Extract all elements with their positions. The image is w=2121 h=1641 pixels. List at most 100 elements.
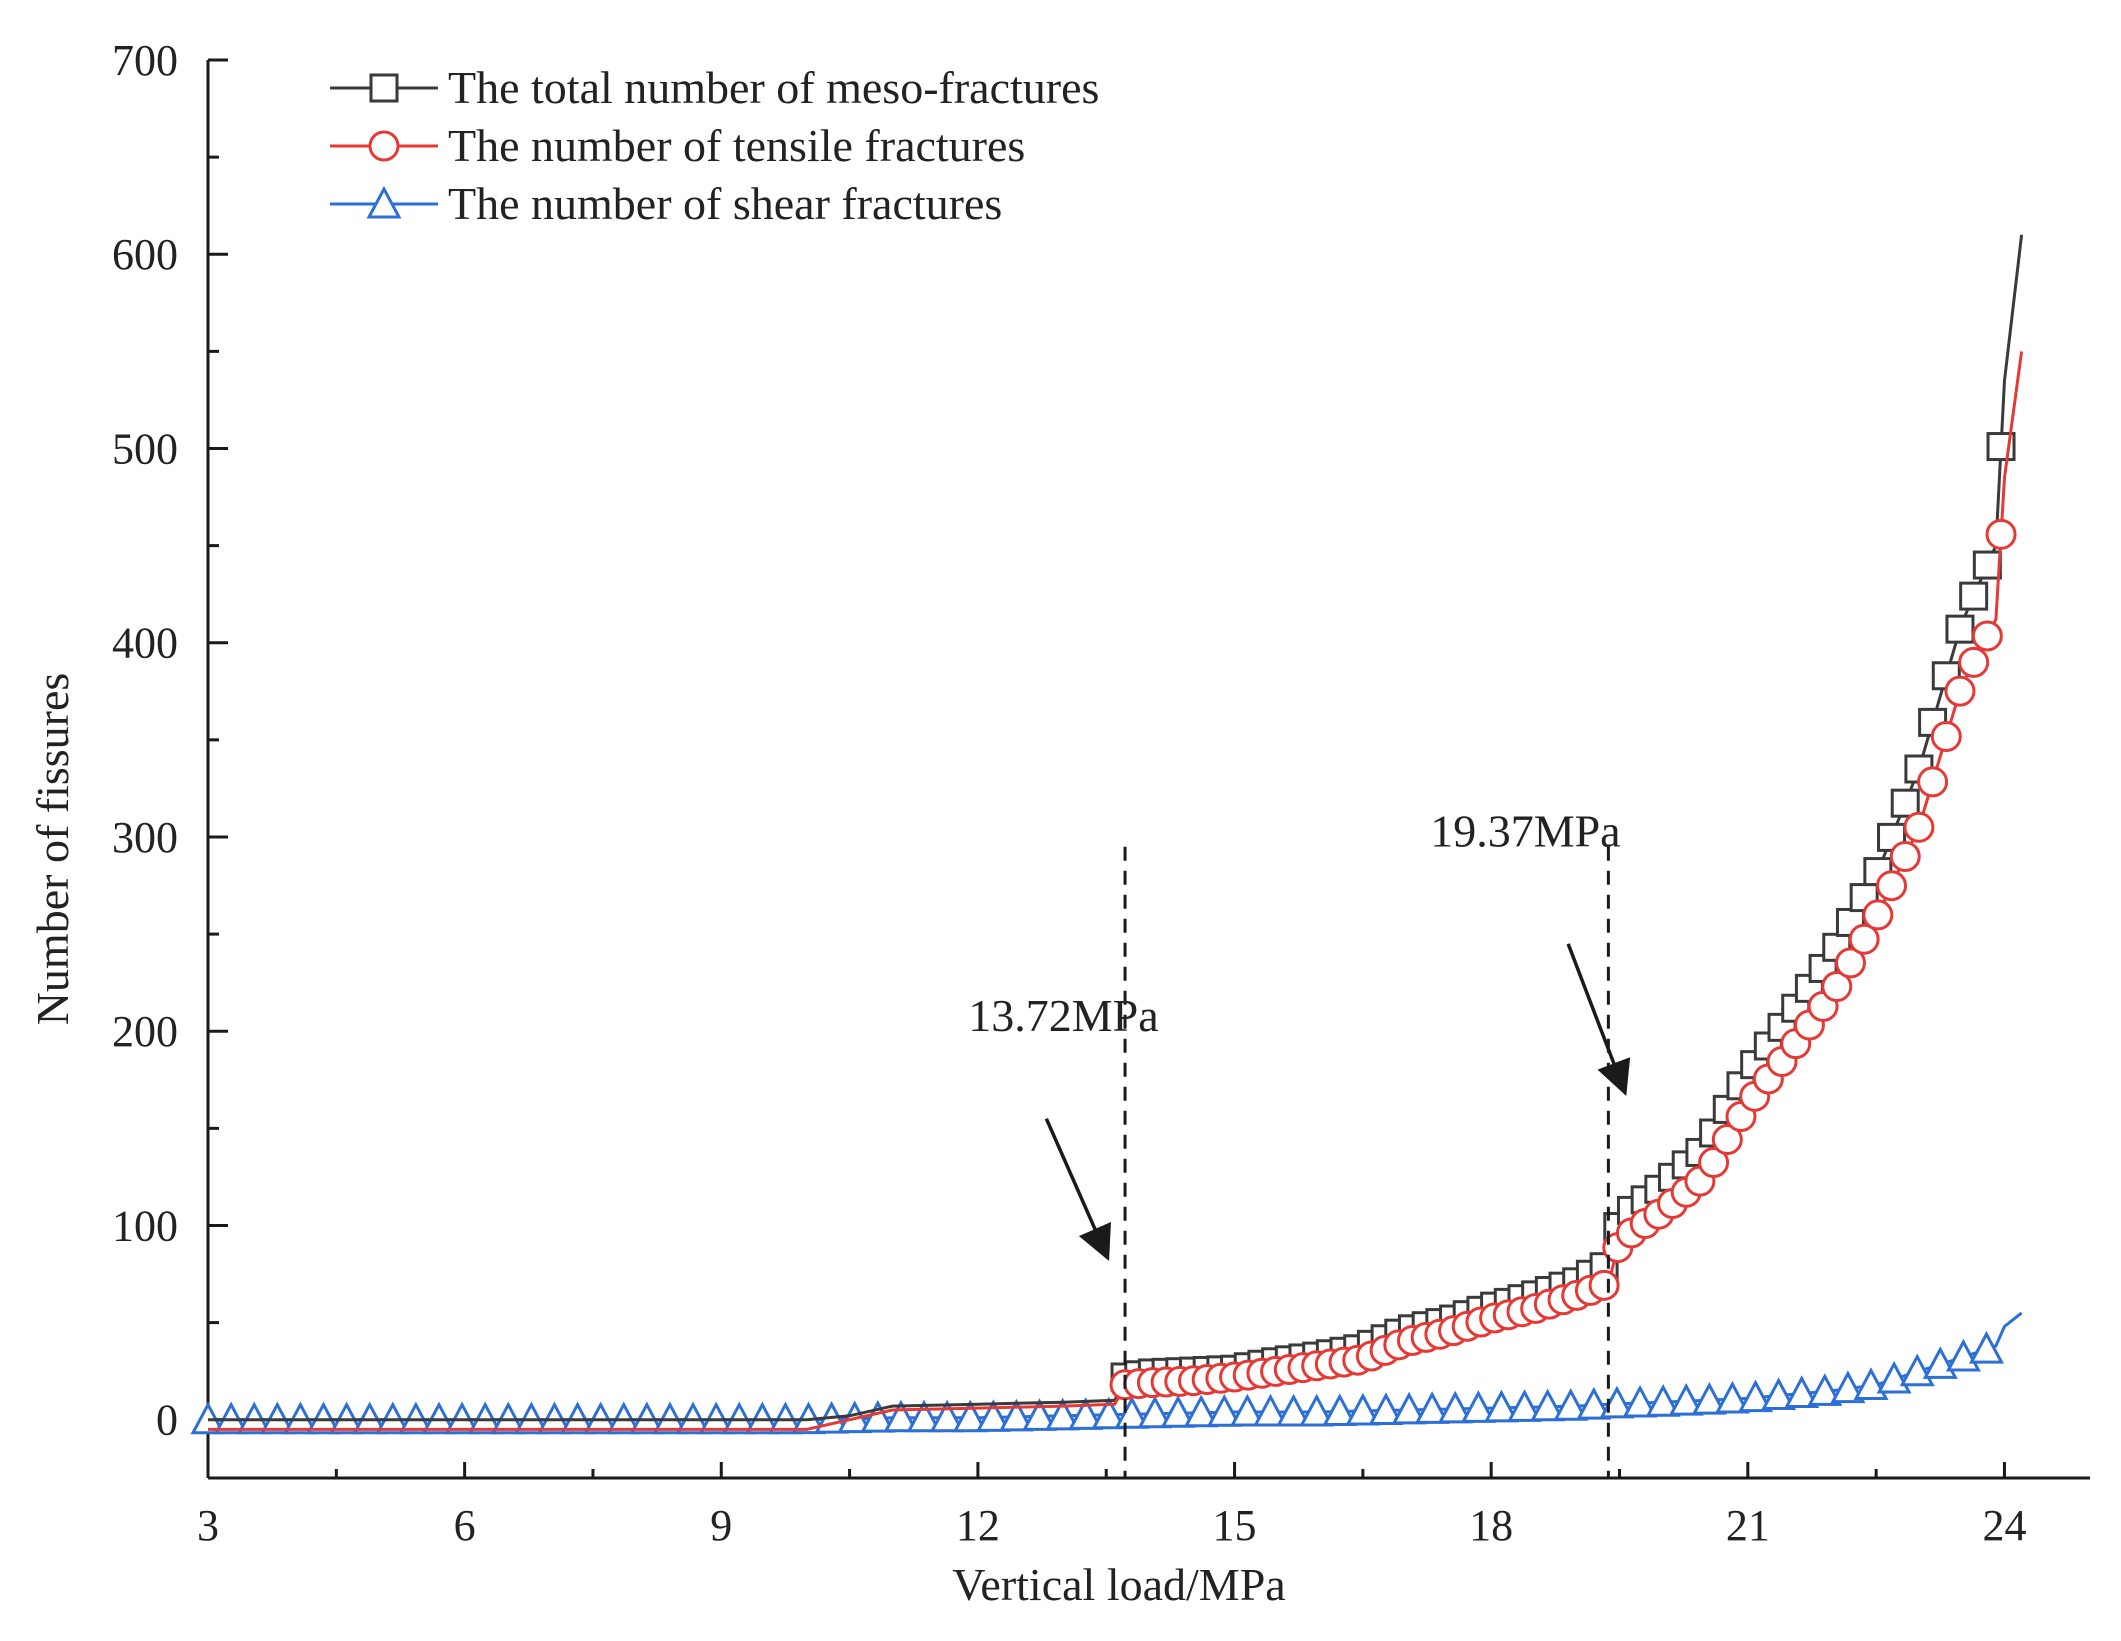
marker-shear [929, 1399, 965, 1433]
marker-total [1945, 614, 1975, 644]
marker-tensile [1711, 1124, 1743, 1156]
marker-tensile [1588, 1269, 1620, 1301]
marker-tensile [1930, 721, 1962, 753]
marker-shear [1252, 1393, 1288, 1427]
x-tick-label: 18 [1469, 1501, 1513, 1550]
marker-shear [1114, 1396, 1150, 1429]
legend-marker [369, 73, 399, 103]
series-shear [190, 1311, 2023, 1435]
marker-tensile [1862, 899, 1894, 931]
threshold-arrow [1044, 1117, 1111, 1262]
x-tick-label: 21 [1726, 1501, 1770, 1550]
marker-shear [1761, 1377, 1797, 1411]
legend-entry-tensile: The number of tensile fractures [330, 120, 1025, 171]
marker-shear [1807, 1373, 1843, 1406]
marker-shear [1414, 1391, 1450, 1424]
marker-shear [1714, 1380, 1750, 1414]
legend-marker [366, 185, 402, 219]
marker-total [1972, 550, 2002, 580]
marker-tensile [1834, 947, 1866, 979]
marker-shear [1530, 1388, 1566, 1422]
marker-shear [1021, 1398, 1058, 1431]
threshold-label: 13.72MPa [968, 990, 1158, 1041]
marker-shear [1968, 1330, 2004, 1364]
marker-shear [1391, 1391, 1427, 1425]
legend-entry-shear: The number of shear fractures [330, 178, 1002, 229]
marker-tensile [1917, 766, 1949, 798]
series-layer [190, 234, 2024, 1435]
legend-entry-total: The total number of meso-fractures [330, 62, 1099, 113]
marker-shear [1345, 1392, 1381, 1426]
marker-shear [975, 1399, 1011, 1432]
marker-tensile [1985, 518, 2017, 550]
marker-shear [1183, 1394, 1219, 1428]
legend-label: The total number of meso-fractures [448, 62, 1099, 113]
marker-shear [952, 1399, 988, 1433]
x-tick-label: 12 [956, 1501, 1000, 1550]
y-tick-label: 400 [112, 619, 178, 668]
marker-shear [860, 1399, 896, 1433]
marker-shear [1276, 1393, 1312, 1427]
y-tick-label: 700 [112, 36, 178, 85]
marker-tensile [1889, 840, 1921, 872]
legend-marker [368, 130, 400, 162]
marker-shear [906, 1399, 942, 1433]
marker-total [1959, 581, 1989, 611]
marker-shear [1068, 1397, 1104, 1430]
marker-shear [883, 1399, 919, 1433]
marker-shear [1553, 1388, 1589, 1421]
threshold-arrow [1566, 943, 1631, 1097]
marker-shear [1091, 1396, 1127, 1430]
annotation-2: 19.37MPa [1430, 806, 1631, 1478]
marker-shear [998, 1398, 1034, 1432]
marker-shear [1368, 1392, 1404, 1425]
series-tensile [208, 351, 2024, 1431]
annotation-1: 13.72MPa [968, 846, 1159, 1478]
y-tick-label: 500 [112, 424, 178, 473]
marker-tensile [1821, 970, 1853, 1002]
legend-label: The number of shear fractures [448, 178, 1002, 229]
axes-layer: 3 6 9 12 15 18 21 24 0 100 200 300 400 500 600 700 [112, 36, 2090, 1550]
y-tick-label: 300 [112, 813, 178, 862]
annotation-layer: 13.72MPa 19.37MPa [968, 806, 1631, 1478]
x-tick-label: 24 [1982, 1501, 2026, 1550]
x-axis-title: Vertical load/MPa [952, 1559, 1285, 1610]
marker-shear [1668, 1382, 1704, 1416]
y-tick-label: 100 [112, 1201, 178, 1250]
marker-total [1890, 788, 1920, 818]
marker-shear [1507, 1389, 1543, 1422]
y-tick-label: 200 [112, 1007, 178, 1056]
marker-shear [1738, 1379, 1774, 1413]
marker-shear [1460, 1390, 1496, 1423]
series-total [208, 234, 2024, 1422]
x-tick-label: 6 [454, 1501, 476, 1550]
marker-tensile [1944, 675, 1976, 707]
marker-shear [1576, 1386, 1612, 1420]
series-line-tensile [208, 351, 2024, 1431]
series-line-total [208, 234, 2024, 1422]
marker-tensile [1903, 811, 1935, 843]
marker-shear [1691, 1381, 1727, 1415]
marker-shear [1299, 1393, 1335, 1427]
marker-shear [1784, 1375, 1820, 1408]
marker-tensile [1958, 646, 1990, 678]
marker-shear [1137, 1395, 1173, 1429]
marker-shear [1045, 1397, 1081, 1431]
marker-tensile [1848, 923, 1880, 955]
legend-label: The number of tensile fractures [448, 120, 1025, 171]
legend: The total number of meso-fractures The nu… [330, 62, 1099, 229]
x-tick-label: 3 [197, 1501, 219, 1550]
marker-tensile [1971, 620, 2003, 652]
marker-shear [1645, 1384, 1681, 1417]
marker-shear [1483, 1389, 1519, 1423]
marker-shear [1437, 1390, 1473, 1424]
y-tick-label: 600 [112, 230, 178, 279]
marker-shear [1229, 1393, 1265, 1427]
marker-shear [1206, 1394, 1242, 1427]
y-axis-title: Number of fissures [27, 673, 78, 1026]
marker-tensile [1698, 1147, 1730, 1179]
threshold-label: 19.37MPa [1430, 806, 1620, 857]
marker-shear [1160, 1395, 1196, 1428]
y-tick-label: 0 [156, 1396, 178, 1445]
